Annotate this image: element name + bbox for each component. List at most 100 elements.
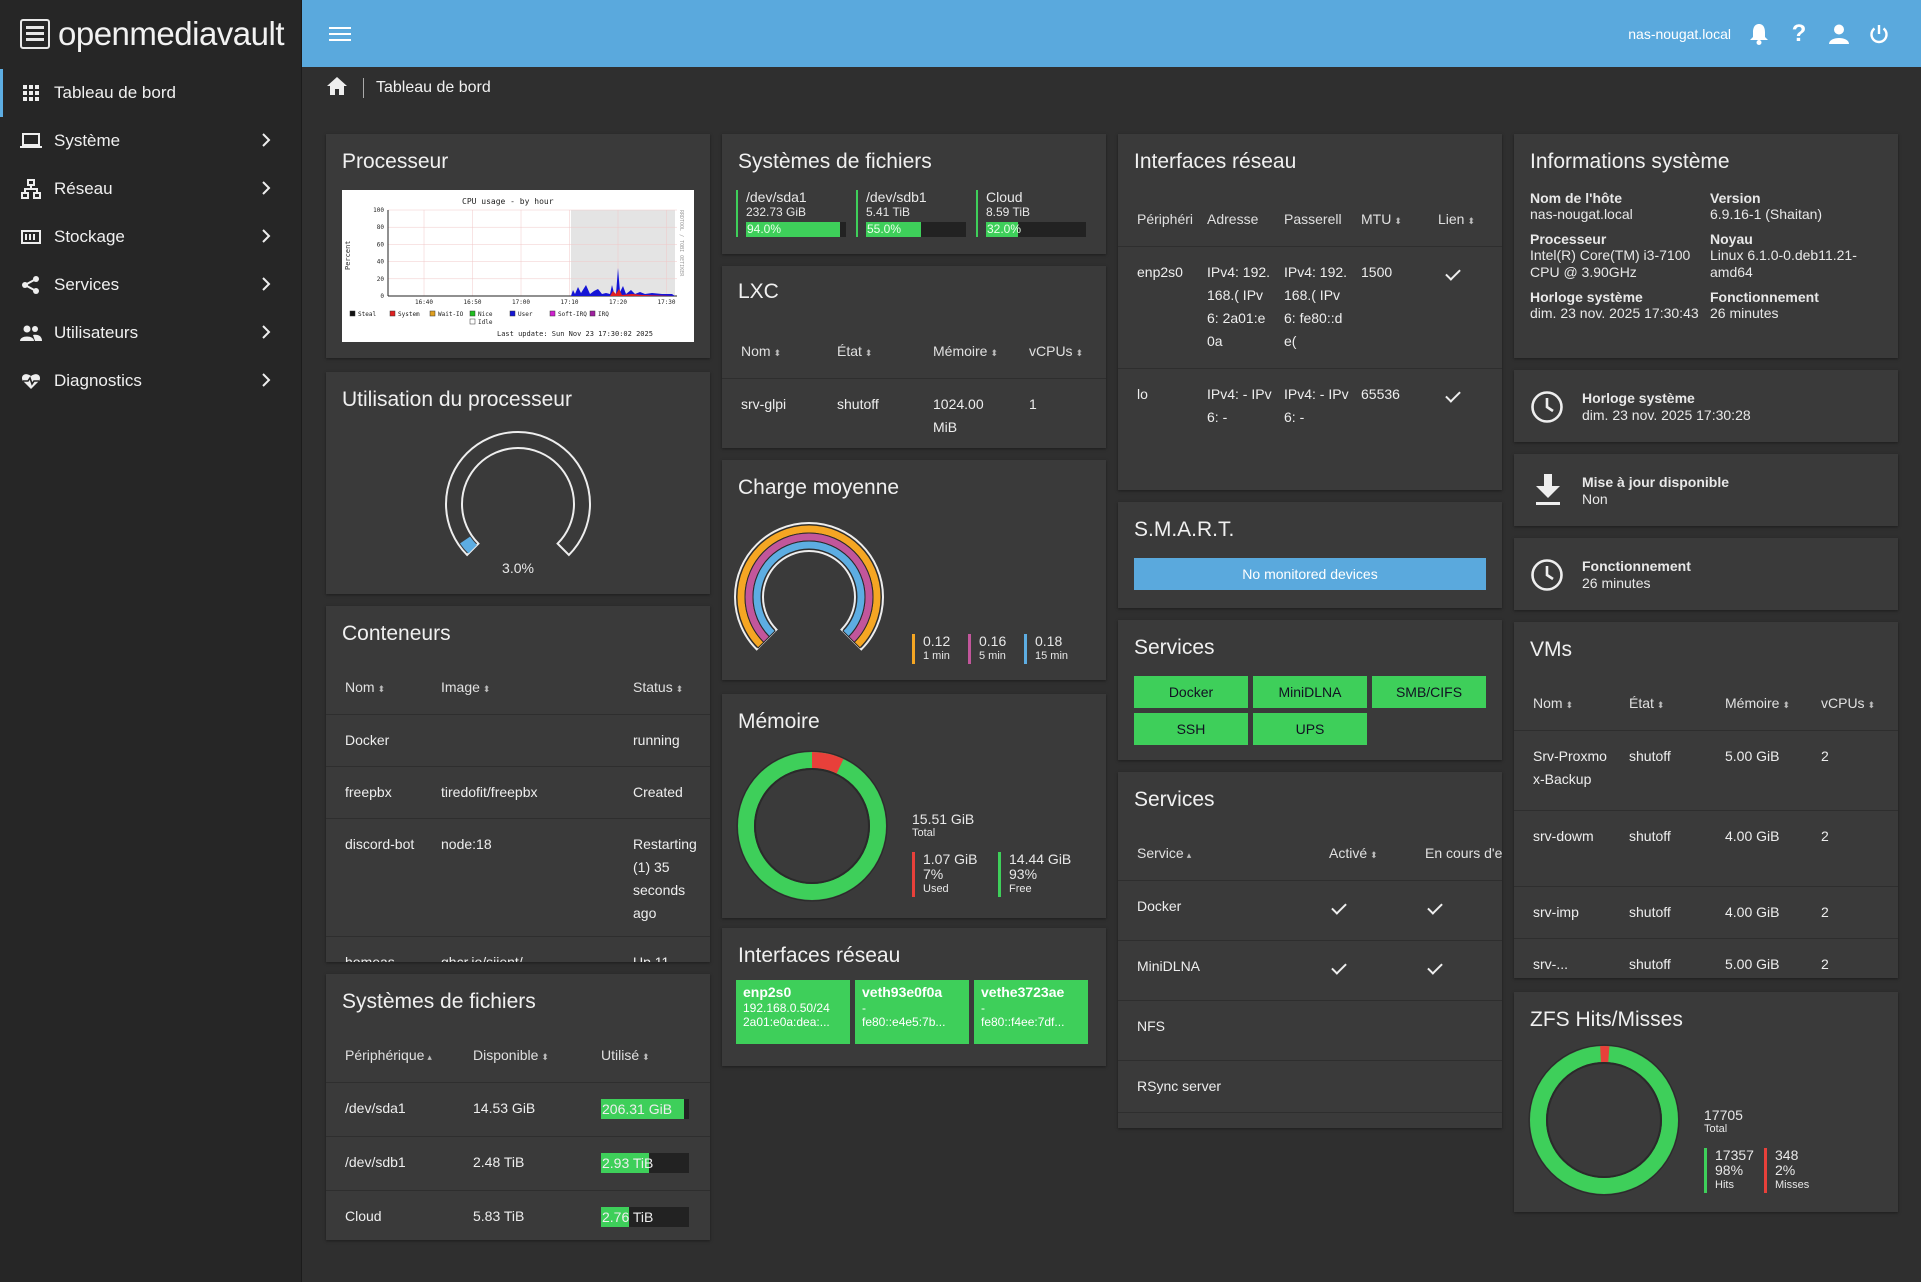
- card-title: VMs: [1530, 638, 1572, 661]
- table-row[interactable]: /dev/sdb1 2.48 TiB 2.93 TiB: [326, 1135, 710, 1190]
- table-row[interactable]: RSync server: [1118, 1059, 1502, 1112]
- sidebar-item-network[interactable]: Réseau: [0, 165, 301, 213]
- service-status-ups[interactable]: UPS: [1253, 713, 1367, 745]
- interface-address: IPv4: 192.168.( IPv6: 2a01:e0a: [1195, 245, 1272, 368]
- table-row[interactable]: srv-dowm shutoff 4.00 GiB 2: [1514, 809, 1898, 886]
- memory-card: Mémoire 15.51 GiB Total 1.07 GiB 7% Used 14…: [722, 694, 1106, 918]
- column-header-gateway[interactable]: Passerell: [1284, 210, 1342, 227]
- table-row[interactable]: Docker: [1118, 879, 1502, 940]
- column-header-address[interactable]: Adresse: [1207, 210, 1259, 227]
- service-enabled: [1310, 879, 1406, 940]
- column-header-name[interactable]: Nom ⬍: [1533, 694, 1574, 711]
- fs-summary-item[interactable]: /dev/sda1 232.73 GiB 94.0%: [736, 190, 846, 237]
- network-icon: [20, 178, 42, 200]
- network-interface-tile[interactable]: enp2s0 192.168.0.50/24 2a01:e0a:dea:...: [736, 980, 850, 1044]
- load-average-card: Charge moyenne 0.12 1 min 0.16 5 min 0.18 15 …: [722, 460, 1106, 680]
- column-header-link[interactable]: Lien ⬍: [1438, 210, 1476, 227]
- service-enabled: [1310, 1059, 1406, 1112]
- top-bar: nas-nougat.local ?: [302, 0, 1921, 67]
- column-header-image[interactable]: Image ⬍: [441, 678, 491, 695]
- column-header-device[interactable]: Périphérique ▴: [345, 1046, 432, 1063]
- column-header-device[interactable]: Périphéri: [1137, 210, 1194, 227]
- table-row[interactable]: Docker running: [326, 713, 710, 766]
- check-icon: [1445, 264, 1461, 281]
- table-row[interactable]: SMB/CIFS: [1118, 1111, 1502, 1128]
- table-row[interactable]: enp2s0 IPv4: 192.168.( IPv6: 2a01:e0a IPv4…: [1118, 245, 1502, 368]
- app-logo[interactable]: openmediavault: [0, 0, 301, 67]
- sidebar-item-label: Tableau de bord: [54, 83, 176, 102]
- column-header-vcpus[interactable]: vCPUs ⬍: [1029, 342, 1084, 359]
- card-title: Interfaces réseau: [1134, 150, 1297, 173]
- service-running: [1406, 999, 1502, 1060]
- column-header-service[interactable]: Service ▴: [1137, 844, 1192, 861]
- table-row[interactable]: lo IPv4: - IPv6: - IPv4: - IPv6: -65536: [1118, 367, 1502, 472]
- column-header-name[interactable]: Nom ⬍: [741, 342, 782, 359]
- column-header-name[interactable]: Nom ⬍: [345, 678, 386, 695]
- table-row[interactable]: NFS: [1118, 999, 1502, 1060]
- column-header-running[interactable]: En cours d'e: [1425, 844, 1502, 861]
- table-row[interactable]: Srv-Proxmox-Backup shutoff 5.00 GiB 2: [1514, 729, 1898, 810]
- table-row[interactable]: srv-imp shutoff 4.00 GiB 2: [1514, 885, 1898, 938]
- card-title: Mémoire: [738, 710, 820, 733]
- graph-xtick: 17:10: [560, 299, 578, 306]
- column-header-enabled[interactable]: Activé ⬍: [1329, 844, 1378, 861]
- bell-icon[interactable]: [1747, 22, 1771, 46]
- home-icon[interactable]: [327, 76, 347, 100]
- interface-gateway: IPv4: - IPv6: -: [1272, 367, 1349, 472]
- power-icon[interactable]: [1867, 22, 1891, 46]
- table-row[interactable]: /dev/sda1 14.53 GiB 206.31 GiB: [326, 1081, 710, 1136]
- sidebar-item-label: Utilisateurs: [54, 323, 139, 342]
- table-row[interactable]: srv-... shutoff 5.00 GiB 2: [1514, 937, 1898, 978]
- column-header-used[interactable]: Utilisé ⬍: [601, 1046, 650, 1063]
- fs-size: 8.59 TiB: [986, 205, 1031, 219]
- fs-summary-item[interactable]: /dev/sdb1 5.41 TiB 55.0%: [856, 190, 966, 237]
- column-header-status[interactable]: Status ⬍: [633, 678, 684, 695]
- service-status-smbcifs[interactable]: SMB/CIFS: [1372, 676, 1486, 708]
- column-header-mtu[interactable]: MTU ⬍: [1361, 210, 1402, 227]
- sidebar-item-users[interactable]: Utilisateurs: [0, 309, 301, 357]
- sidebar-item-system[interactable]: Système: [0, 117, 301, 165]
- sidebar-item-dashboard[interactable]: Tableau de bord: [0, 69, 301, 117]
- fs-name: /dev/sda1: [746, 189, 807, 205]
- service-status-ssh[interactable]: SSH: [1134, 713, 1248, 745]
- vm-vcpus: 2: [1802, 729, 1898, 810]
- card-title: Services: [1134, 636, 1215, 659]
- column-header-available[interactable]: Disponible ⬍: [473, 1046, 549, 1063]
- table-row[interactable]: MiniDLNA: [1118, 939, 1502, 1000]
- table-row[interactable]: srv-glpi shutoff 1024.00 MiB 1: [722, 377, 1106, 448]
- network-interface-tile[interactable]: veth93e0f0a - fe80::e4e5:7b...: [855, 980, 969, 1044]
- usage-bar: 2.76 TiB: [601, 1206, 689, 1227]
- service-status-minidlna[interactable]: MiniDLNA: [1253, 676, 1367, 708]
- user-icon[interactable]: [1827, 22, 1851, 46]
- service-status-docker[interactable]: Docker: [1134, 676, 1248, 708]
- sidebar-item-storage[interactable]: Stockage: [0, 213, 301, 261]
- check-icon: [1331, 958, 1347, 975]
- cpu-usage-graph[interactable]: CPU usage - by hour Percent 100 80 60 40 20 0…: [342, 190, 694, 342]
- sidebar-item-services[interactable]: Services: [0, 261, 301, 309]
- table-row[interactable]: freepbx tiredofit/freepbx Created: [326, 765, 710, 818]
- help-icon[interactable]: ?: [1791, 20, 1807, 47]
- fs-size: 232.73 GiB: [746, 205, 807, 219]
- logo-icon: [20, 18, 50, 49]
- column-header-vcpus[interactable]: vCPUs ⬍: [1821, 694, 1876, 711]
- card-title: Charge moyenne: [738, 476, 900, 499]
- column-header-memory[interactable]: Mémoire ⬍: [933, 342, 999, 359]
- graph-xtick: 16:50: [463, 299, 481, 306]
- fs-used: 2.93 TiB: [582, 1135, 710, 1190]
- menu-toggle-icon[interactable]: [329, 25, 351, 43]
- zfs-hits: 17357 98% Hits: [1704, 1148, 1754, 1193]
- interface-link: [1426, 367, 1502, 472]
- user-usage-area: [571, 268, 675, 296]
- filesystems-summary-card: Systèmes de fichiers /dev/sda1 232.73 GiB…: [722, 134, 1106, 254]
- legend-label: Steal: [358, 311, 376, 318]
- column-header-memory[interactable]: Mémoire ⬍: [1725, 694, 1791, 711]
- sidebar-item-diagnostics[interactable]: Diagnostics: [0, 357, 301, 405]
- table-row[interactable]: homeas... ghcr.io/siient/... Up 11...: [326, 935, 710, 962]
- network-interface-tile[interactable]: vethe3723ae - fe80::f4ee:7df...: [974, 980, 1088, 1044]
- column-header-state[interactable]: État ⬍: [837, 342, 873, 359]
- table-row[interactable]: discord-bot node:18 Restarting (1) 35 seco…: [326, 817, 710, 936]
- legend-swatch: [509, 310, 516, 317]
- table-row[interactable]: Cloud 5.83 TiB 2.76 TiB: [326, 1189, 710, 1240]
- fs-summary-item[interactable]: Cloud 8.59 TiB 32.0%: [976, 190, 1086, 237]
- column-header-state[interactable]: État ⬍: [1629, 694, 1665, 711]
